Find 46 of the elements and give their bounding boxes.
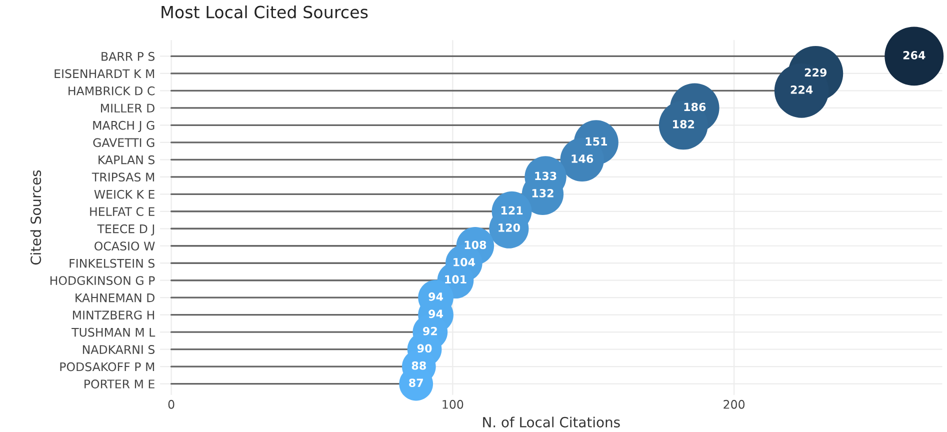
data-label: 182 (673, 120, 694, 128)
data-label: 121 (501, 206, 523, 214)
y-tick-label: BARR P S (102, 52, 155, 61)
data-label: 132 (532, 188, 554, 198)
data-label: 104 (454, 258, 476, 266)
y-tick-label: TRIPSAS M (92, 172, 154, 182)
data-label: 186 (684, 102, 706, 112)
data-label: 224 (790, 86, 813, 94)
data-label: 151 (586, 137, 608, 146)
y-tick-label: HELFAT C E (90, 207, 154, 216)
y-tick-label: GAVETTI G (93, 138, 154, 148)
data-label: 94 (428, 292, 444, 301)
y-axis-title: Cited Sources (30, 170, 42, 265)
y-tick-label: KAPLAN S (98, 155, 155, 164)
y-tick-label: OCASIO W (94, 242, 155, 251)
data-label: 101 (445, 275, 466, 284)
data-label: 90 (417, 344, 432, 353)
x-tick-label: 0 (168, 400, 174, 409)
x-tick-label: 200 (724, 400, 745, 409)
y-tick-label: HODGKINSON G P (50, 276, 155, 286)
x-tick-label: 100 (442, 400, 464, 409)
y-tick-label: TUSHMAN M L (72, 328, 156, 337)
y-tick-label: PORTER M E (84, 380, 154, 388)
y-tick-label: MARCH J G (93, 120, 154, 132)
y-tick-label: WEICK K E (94, 190, 154, 199)
data-label: 133 (535, 172, 556, 180)
x-axis-title: N. of Local Citations (483, 416, 620, 428)
y-tick-label: HAMBRICK D C (68, 86, 155, 96)
data-label: 120 (498, 223, 520, 232)
data-label: 87 (409, 378, 423, 388)
chart-title: Most Local Cited Sources (162, 5, 368, 18)
data-label: 94 (428, 310, 444, 318)
y-tick-label: EISENHARDT K M (54, 69, 154, 78)
y-tick-label: MILLER D (101, 104, 154, 112)
y-tick-label: FINKELSTEIN S (70, 258, 155, 268)
data-label: 229 (804, 68, 827, 77)
y-tick-label: NADKARNI S (82, 345, 155, 354)
y-tick-label: TEECE D J (97, 224, 154, 236)
data-label: 88 (412, 361, 426, 370)
y-tick-label: KAHNEMAN D (76, 293, 154, 302)
data-label: 92 (423, 326, 437, 336)
data-label: 264 (903, 51, 926, 60)
data-label: 146 (572, 154, 594, 163)
data-label: 108 (464, 240, 486, 250)
y-tick-label: PODSAKOFF P M (60, 362, 154, 372)
y-tick-label: MINTZBERG H (73, 310, 154, 320)
